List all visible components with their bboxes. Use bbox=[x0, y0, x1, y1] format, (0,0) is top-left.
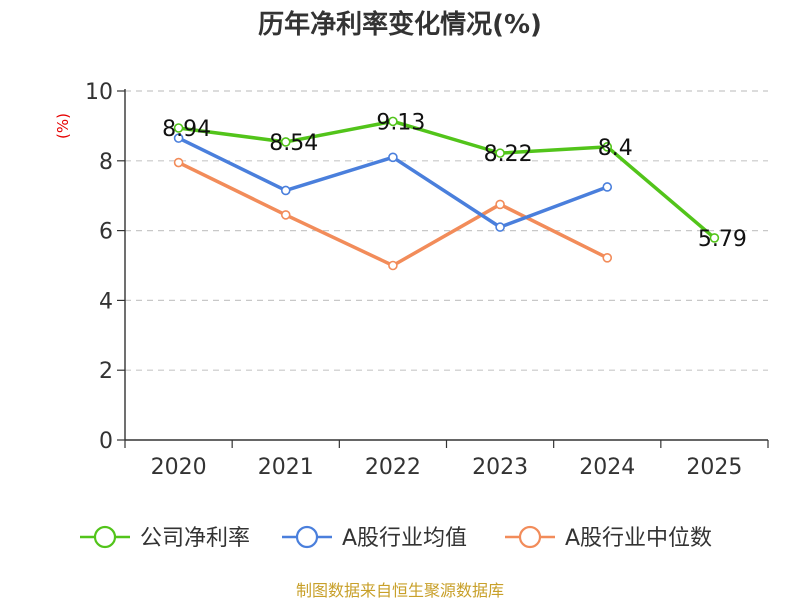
x-tick-label-2021: 2021 bbox=[258, 455, 314, 480]
legend-marker-2 bbox=[518, 525, 542, 549]
y-tick-label: 4 bbox=[99, 289, 113, 314]
data-point-2-2 bbox=[388, 260, 398, 271]
data-point-0-1 bbox=[280, 137, 291, 147]
legend-label-2: A股行业中位数 bbox=[565, 526, 712, 551]
x-tick-label-2023: 2023 bbox=[472, 455, 528, 480]
legend-item-1[interactable]: A股行业均值 bbox=[282, 525, 467, 551]
series-lines bbox=[173, 116, 720, 271]
data-point-0-5 bbox=[709, 233, 720, 243]
y-tick-label: 6 bbox=[99, 220, 113, 245]
x-tick-label-2025: 2025 bbox=[686, 455, 742, 480]
y-tick-labels: 0 2 4 6 8 10 bbox=[85, 80, 113, 454]
y-tick-label: 8 bbox=[99, 150, 113, 175]
x-tick-label-2022: 2022 bbox=[365, 455, 421, 480]
data-point-2-1 bbox=[280, 210, 291, 220]
data-point-1-3 bbox=[495, 222, 505, 232]
legend-label-1: A股行业均值 bbox=[342, 526, 467, 551]
data-point-0-0 bbox=[173, 123, 184, 133]
data-label-5: 5.79 bbox=[698, 227, 747, 252]
legend-marker-0 bbox=[93, 525, 117, 549]
axes bbox=[117, 89, 769, 448]
data-label-0: 8.94 bbox=[162, 117, 211, 142]
x-tick-labels: 2020 2021 2022 2023 2024 2025 bbox=[151, 455, 743, 480]
data-point-1-1 bbox=[280, 185, 291, 196]
y-tick-label: 2 bbox=[99, 359, 113, 384]
legend-item-0[interactable]: 公司净利率 bbox=[80, 525, 250, 551]
legend-label-0: 公司净利率 bbox=[140, 526, 250, 551]
y-tick-label: 0 bbox=[99, 429, 113, 454]
x-tick-label-2020: 2020 bbox=[151, 455, 207, 480]
source-note: 制图数据来自恒生聚源数据库 bbox=[296, 581, 504, 600]
grid-lines bbox=[125, 90, 768, 371]
data-label-2: 9.13 bbox=[376, 110, 425, 135]
chart-title: 历年净利率变化情况(%) bbox=[258, 9, 542, 40]
data-point-0-4 bbox=[602, 142, 613, 152]
data-point-1-4 bbox=[602, 182, 613, 192]
series-line-2 bbox=[177, 160, 609, 268]
data-label-1: 8.54 bbox=[269, 131, 318, 156]
legend[interactable]: 公司净利率 A股行业均值 A股行业中位数 bbox=[80, 525, 712, 551]
data-point-0-3 bbox=[495, 148, 505, 158]
data-label-4: 8.4 bbox=[598, 136, 633, 161]
legend-marker-1 bbox=[295, 525, 319, 549]
data-point-2-3 bbox=[495, 199, 505, 210]
data-point-2-0 bbox=[173, 157, 184, 168]
data-point-1-0 bbox=[173, 133, 184, 143]
x-tick-label-2024: 2024 bbox=[579, 455, 635, 480]
y-tick-label: 10 bbox=[85, 80, 113, 105]
data-point-0-2 bbox=[388, 116, 398, 127]
legend-item-2[interactable]: A股行业中位数 bbox=[505, 525, 712, 551]
data-label-3: 8.22 bbox=[484, 142, 533, 167]
data-labels: 8.94 8.54 9.13 8.22 8.4 5.79 bbox=[162, 110, 747, 252]
data-point-1-2 bbox=[388, 152, 398, 163]
data-point-2-4 bbox=[602, 253, 613, 263]
y-axis-unit: (%) bbox=[54, 113, 72, 139]
series-line-0 bbox=[178, 119, 716, 240]
